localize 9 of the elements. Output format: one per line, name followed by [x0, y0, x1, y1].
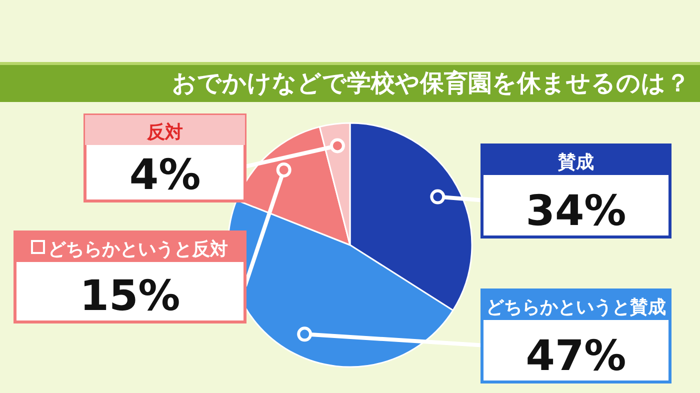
chart-title: おでかけなどで学校や保育園を休ませるのは？	[172, 69, 690, 97]
data-label: 4%	[129, 150, 201, 199]
slice-label: どちらかというと賛成	[486, 297, 666, 318]
slice-label: 賛成	[557, 152, 594, 173]
legend-label: どちらかというと反対	[48, 239, 228, 260]
slice-label: 反対	[146, 122, 183, 143]
data-label: 15%	[80, 271, 180, 320]
data-label: 47%	[526, 331, 626, 380]
data-label: 34%	[526, 186, 626, 235]
